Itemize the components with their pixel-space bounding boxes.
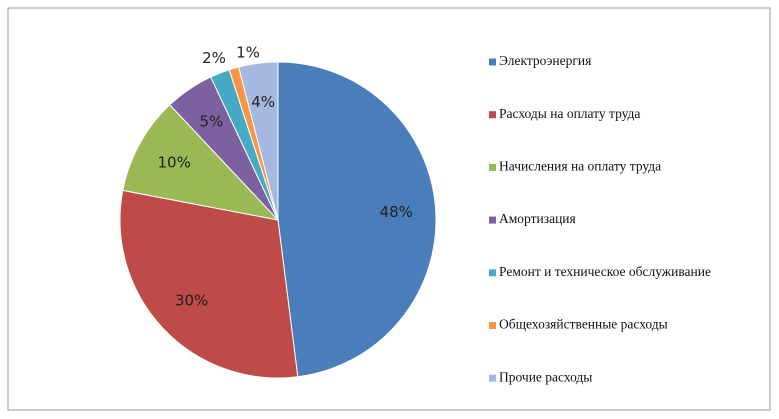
pie-slice [119, 189, 299, 379]
data-label: 1% [236, 44, 260, 62]
legend-swatch [489, 58, 496, 66]
pie-slice [238, 61, 279, 221]
data-label: 30% [175, 292, 208, 310]
pie-slice [122, 104, 280, 221]
pie-slice [277, 61, 437, 378]
legend-label: Начисления на оплату труда [499, 158, 661, 173]
legend-label: Ремонт и техническое обслуживание [499, 264, 711, 279]
legend-swatch [489, 322, 496, 329]
legend-swatch [489, 269, 496, 277]
data-label: 48% [380, 203, 413, 221]
legend-swatch [489, 163, 496, 171]
data-label: 10% [157, 153, 190, 171]
data-label: 5% [199, 112, 223, 130]
data-label: 2% [202, 49, 226, 67]
data-label: 4% [251, 93, 275, 111]
legend-label: Электроэнергия [499, 53, 591, 68]
legend-swatch [489, 111, 496, 119]
legend-label: Прочие расходы [499, 369, 592, 384]
legend-swatch [489, 216, 496, 224]
legend-label: Расходы на оплату труда [499, 106, 640, 121]
legend-label: Общехозяйственные расходы [499, 317, 668, 332]
legend-swatch [489, 374, 496, 382]
legend-label: Амортизация [499, 211, 576, 226]
